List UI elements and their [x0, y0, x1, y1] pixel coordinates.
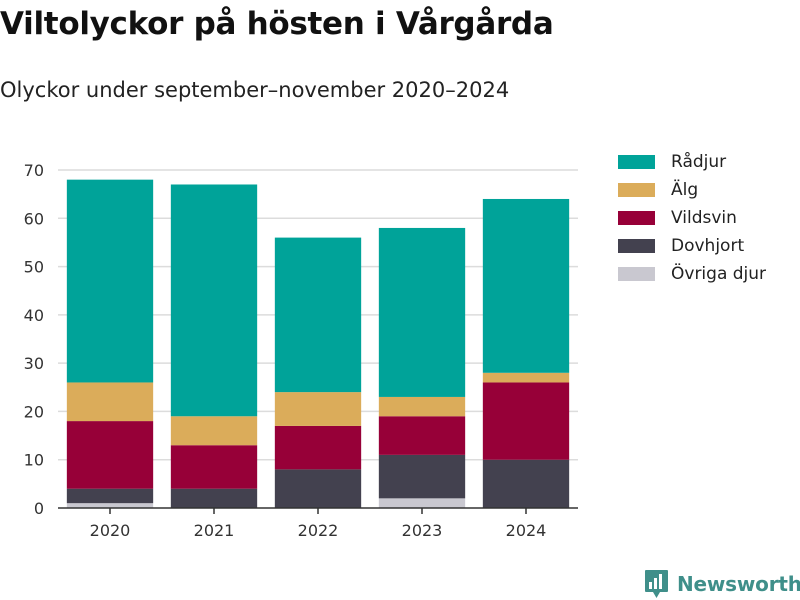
bar-2023-rådjur: [378, 227, 466, 397]
bar-2020-vildsvin: [66, 421, 154, 489]
legend-item-alg: Älg: [618, 176, 766, 204]
newsworthy-logo: Newsworthy: [644, 569, 800, 599]
x-axis-ticks: 2020 2021 2022 2023 2024: [90, 508, 547, 540]
bar-2024-vildsvin: [482, 382, 570, 460]
legend-label-dovhjort: Dovhjort: [671, 236, 745, 256]
legend-label-ovriga-djur: Övriga djur: [671, 264, 767, 284]
legend: Rådjur Älg Vildsvin Dovhjort Övriga djur: [618, 148, 766, 288]
y-tick-label-20: 20: [24, 402, 44, 421]
y-axis-ticks: 0 10 20 30 40 50 60 70: [24, 161, 44, 518]
legend-item-ovriga-djur: Övriga djur: [618, 260, 766, 288]
logo-text: Newsworthy: [677, 572, 800, 596]
bar-2023-dovhjort: [378, 454, 466, 499]
chart-subtitle: Olyckor under september–november 2020–20…: [0, 78, 510, 102]
bar-2021-rådjur: [170, 184, 258, 417]
legend-swatch-dovhjort: [618, 239, 655, 253]
bar-2021-dovhjort: [170, 488, 258, 508]
x-tick-label-2022: 2022: [298, 521, 339, 540]
legend-item-vildsvin: Vildsvin: [618, 204, 766, 232]
legend-swatch-vildsvin: [618, 211, 655, 225]
bars: [66, 179, 570, 508]
bar-2020-rådjur: [66, 179, 154, 383]
y-tick-label-10: 10: [24, 451, 44, 470]
bar-2024-rådjur: [482, 198, 570, 373]
legend-item-dovhjort: Dovhjort: [618, 232, 766, 260]
bar-2022-rådjur: [274, 237, 362, 393]
bar-2020-övriga-djur: [66, 503, 154, 508]
bar-chart-logo-icon: [645, 570, 668, 598]
legend-swatch-ovriga-djur: [618, 267, 655, 281]
bar-2023-vildsvin: [378, 416, 466, 455]
bar-2024-älg: [482, 372, 570, 383]
y-tick-label-70: 70: [24, 161, 44, 180]
bar-2021-älg: [170, 416, 258, 446]
legend-label-radjur: Rådjur: [671, 152, 727, 172]
y-tick-label-60: 60: [24, 209, 44, 228]
bar-2021-vildsvin: [170, 445, 258, 489]
y-tick-label-0: 0: [34, 499, 44, 518]
bar-2022-älg: [274, 392, 362, 426]
bar-2022-vildsvin: [274, 425, 362, 470]
bar-2022-dovhjort: [274, 469, 362, 508]
y-tick-label-50: 50: [24, 258, 44, 277]
legend-swatch-radjur: [618, 155, 655, 169]
x-tick-label-2020: 2020: [90, 521, 131, 540]
bar-2023-övriga-djur: [378, 498, 466, 508]
bar-2020-älg: [66, 382, 154, 422]
legend-swatch-alg: [618, 183, 655, 197]
chart-title: Viltolyckor på hösten i Vårgårda: [0, 6, 554, 42]
bar-2024-dovhjort: [482, 459, 570, 508]
legend-label-vildsvin: Vildsvin: [671, 208, 737, 228]
legend-label-alg: Älg: [671, 180, 699, 200]
y-tick-label-30: 30: [24, 354, 44, 373]
x-tick-label-2023: 2023: [402, 521, 443, 540]
bar-2020-dovhjort: [66, 488, 154, 504]
bar-2023-älg: [378, 396, 466, 417]
y-tick-label-40: 40: [24, 306, 44, 325]
x-tick-label-2021: 2021: [194, 521, 235, 540]
x-tick-label-2024: 2024: [506, 521, 547, 540]
legend-item-radjur: Rådjur: [618, 148, 766, 176]
